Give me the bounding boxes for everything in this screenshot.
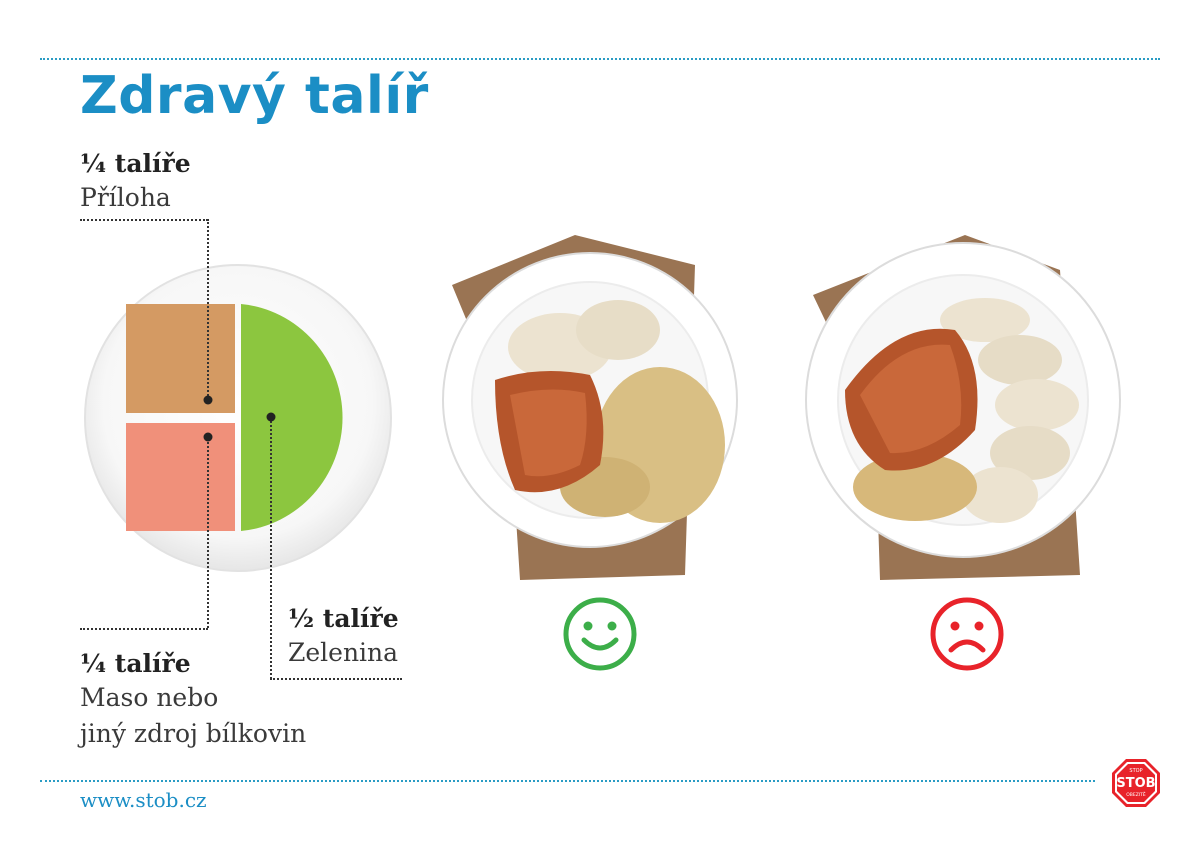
plate-section-zelenina <box>241 304 343 531</box>
priloha-name: Příloha <box>80 183 171 212</box>
label-maso: ¼ talíře Maso nebo jiný zdroj bílkovin <box>80 648 306 752</box>
leader-priloha-h <box>80 219 208 221</box>
dumpling-1 <box>940 298 1030 342</box>
maso-fraction: ¼ talíře <box>80 649 191 678</box>
page-title: Zdravý talíř <box>80 66 429 126</box>
zelenina-name: Zelenina <box>288 638 399 667</box>
logo-top-text: STOP <box>1129 768 1142 774</box>
dumpling-5 <box>962 467 1038 523</box>
bottom-divider <box>40 780 1095 782</box>
label-zelenina: ½ talíře Zelenina <box>288 603 399 671</box>
meat-glaze <box>860 344 962 454</box>
dot-maso <box>203 432 213 442</box>
sauerkraut <box>853 453 977 521</box>
dumpling-2 <box>978 335 1062 385</box>
priloha-fraction: ¼ talíře <box>80 149 191 178</box>
leader-zelenina-h <box>270 678 402 680</box>
dumpling-3 <box>995 379 1079 431</box>
maso-name-line2: jiný zdroj bílkovin <box>80 719 307 748</box>
happy-face-icon <box>563 597 637 671</box>
dumpling-4 <box>990 426 1070 480</box>
sad-face-icon <box>930 597 1004 671</box>
logo-bottom-text: OBEZITĚ <box>1126 790 1146 798</box>
dumpling-2 <box>576 300 660 360</box>
top-divider <box>40 58 1160 60</box>
bad-plate-photo <box>805 235 1121 580</box>
label-priloha: ¼ talíře Příloha <box>80 148 191 216</box>
leader-maso-v <box>207 438 209 628</box>
zelenina-fraction: ½ talíře <box>288 604 399 633</box>
leader-maso-h <box>80 628 208 630</box>
dot-priloha <box>203 395 213 405</box>
good-plate-photo <box>442 235 738 580</box>
maso-name-line1: Maso nebo <box>80 683 219 712</box>
leader-priloha-v <box>207 219 209 399</box>
leader-zelenina-v <box>270 417 272 679</box>
meat-glaze <box>510 389 587 477</box>
logo-main-text: STOB <box>1116 776 1155 791</box>
stob-logo[interactable]: STOP STOB OBEZITĚ <box>1110 757 1162 809</box>
website-link[interactable]: www.stob.cz <box>80 788 207 812</box>
dot-zelenina <box>266 412 276 422</box>
